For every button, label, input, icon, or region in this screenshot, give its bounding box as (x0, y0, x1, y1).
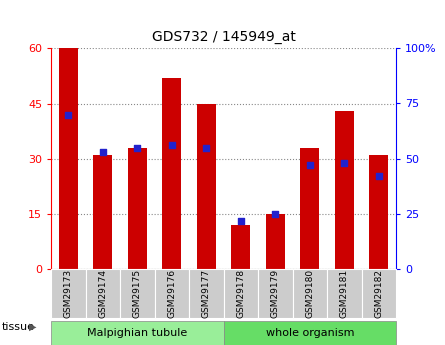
Text: GSM29173: GSM29173 (64, 269, 73, 318)
Text: GSM29176: GSM29176 (167, 269, 176, 318)
Bar (293, 269, 327, 318)
Bar (120, 269, 155, 318)
Bar (51, 269, 85, 318)
Point (272, 211, 279, 217)
Point (203, 145, 210, 150)
Point (65, 112, 72, 117)
Bar (128, 148, 147, 269)
Text: ▶: ▶ (29, 322, 36, 332)
Bar (51, 321, 224, 345)
Bar (189, 269, 224, 318)
Bar (197, 104, 216, 269)
Text: tissue: tissue (2, 322, 35, 332)
Point (168, 143, 175, 148)
Point (375, 174, 382, 179)
Point (306, 162, 313, 168)
Text: Malpighian tubule: Malpighian tubule (87, 328, 187, 338)
Bar (162, 78, 182, 269)
Bar (258, 269, 293, 318)
Bar (224, 269, 258, 318)
Title: GDS732 / 145949_at: GDS732 / 145949_at (152, 30, 295, 45)
Point (134, 145, 141, 150)
Bar (86, 269, 120, 318)
Point (237, 218, 244, 223)
Bar (335, 111, 354, 269)
Text: GSM29181: GSM29181 (340, 269, 349, 318)
Text: whole organism: whole organism (266, 328, 354, 338)
Text: GSM29182: GSM29182 (374, 269, 383, 318)
Bar (155, 269, 189, 318)
Text: GSM29177: GSM29177 (202, 269, 211, 318)
Point (99, 149, 106, 155)
Bar (266, 214, 285, 269)
Bar (362, 269, 396, 318)
Bar (224, 321, 396, 345)
Bar (369, 155, 388, 269)
Text: GSM29180: GSM29180 (305, 269, 314, 318)
Bar (231, 225, 251, 269)
Bar (93, 155, 113, 269)
Text: GSM29179: GSM29179 (271, 269, 280, 318)
Bar (327, 269, 362, 318)
Text: GSM29174: GSM29174 (98, 269, 107, 318)
Point (341, 160, 348, 166)
Bar (59, 48, 78, 269)
Bar (300, 148, 320, 269)
Text: GSM29178: GSM29178 (236, 269, 245, 318)
Text: GSM29175: GSM29175 (133, 269, 142, 318)
